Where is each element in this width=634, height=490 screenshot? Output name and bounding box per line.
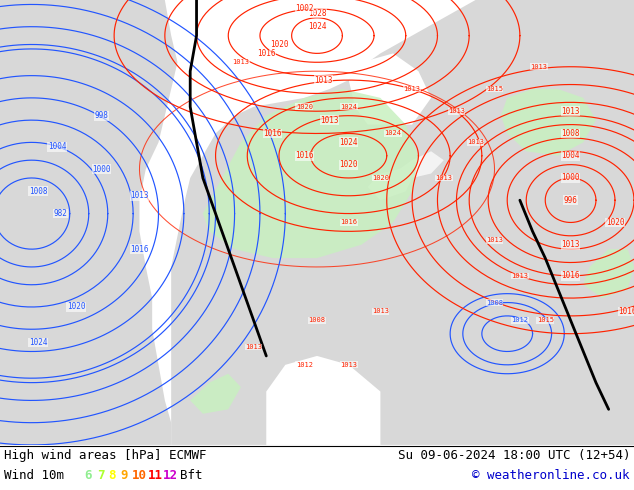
Polygon shape bbox=[171, 0, 634, 445]
Polygon shape bbox=[399, 151, 444, 178]
Text: 1016: 1016 bbox=[340, 220, 357, 225]
Text: 1004: 1004 bbox=[48, 142, 67, 151]
Polygon shape bbox=[190, 374, 241, 414]
Text: © weatheronline.co.uk: © weatheronline.co.uk bbox=[472, 469, 630, 483]
Text: 10: 10 bbox=[132, 469, 147, 483]
Text: 12: 12 bbox=[163, 469, 178, 483]
Text: 1024: 1024 bbox=[29, 338, 48, 347]
Text: 7: 7 bbox=[97, 469, 105, 483]
Text: 1004: 1004 bbox=[561, 151, 580, 160]
Polygon shape bbox=[349, 53, 431, 124]
Text: 1013: 1013 bbox=[486, 237, 503, 243]
Text: 1016: 1016 bbox=[263, 129, 282, 138]
Text: 1020: 1020 bbox=[269, 40, 288, 49]
Text: 1008: 1008 bbox=[486, 299, 503, 306]
Text: 1024: 1024 bbox=[385, 130, 401, 137]
Polygon shape bbox=[368, 169, 412, 200]
Text: 1013: 1013 bbox=[448, 108, 465, 114]
Text: 1013: 1013 bbox=[320, 116, 339, 124]
Text: 1020: 1020 bbox=[372, 175, 389, 181]
Text: 1016: 1016 bbox=[618, 307, 634, 316]
Text: 6: 6 bbox=[84, 469, 91, 483]
Text: Su 09-06-2024 18:00 UTC (12+54): Su 09-06-2024 18:00 UTC (12+54) bbox=[398, 449, 630, 463]
Text: 1002: 1002 bbox=[295, 4, 314, 13]
Text: 1012: 1012 bbox=[512, 318, 528, 323]
Polygon shape bbox=[501, 89, 596, 156]
Text: Bft: Bft bbox=[180, 469, 202, 483]
Text: 1016: 1016 bbox=[295, 151, 314, 160]
Text: 1024: 1024 bbox=[340, 104, 357, 110]
Text: 1013: 1013 bbox=[340, 362, 357, 368]
Text: Wind 10m: Wind 10m bbox=[4, 469, 64, 483]
Text: 1015: 1015 bbox=[486, 86, 503, 92]
Text: 1008: 1008 bbox=[309, 318, 325, 323]
Text: 1020: 1020 bbox=[67, 302, 86, 312]
Text: 1013: 1013 bbox=[245, 344, 262, 350]
Text: 11: 11 bbox=[148, 469, 163, 483]
Text: 1013: 1013 bbox=[467, 139, 484, 146]
Text: 1024: 1024 bbox=[307, 22, 327, 31]
Text: 982: 982 bbox=[53, 209, 67, 218]
Polygon shape bbox=[266, 356, 380, 445]
Text: 1020: 1020 bbox=[339, 160, 358, 169]
Text: High wind areas [hPa] ECMWF: High wind areas [hPa] ECMWF bbox=[4, 449, 207, 463]
Text: 1020: 1020 bbox=[605, 218, 624, 227]
Text: 1000: 1000 bbox=[92, 165, 111, 173]
Text: 1013: 1013 bbox=[561, 240, 580, 249]
Text: 996: 996 bbox=[564, 196, 578, 205]
Text: 1008: 1008 bbox=[29, 187, 48, 196]
Text: 1015: 1015 bbox=[537, 318, 553, 323]
Text: 1013: 1013 bbox=[404, 86, 420, 92]
Text: 1028: 1028 bbox=[307, 9, 327, 18]
Text: 1013: 1013 bbox=[233, 59, 249, 65]
Text: 1013: 1013 bbox=[512, 273, 528, 279]
Text: 1020: 1020 bbox=[296, 104, 313, 110]
Text: 1008: 1008 bbox=[561, 129, 580, 138]
Text: 998: 998 bbox=[94, 111, 108, 120]
Text: 1013: 1013 bbox=[314, 75, 333, 85]
Text: 1013: 1013 bbox=[436, 175, 452, 181]
Polygon shape bbox=[0, 0, 178, 445]
Text: 1000: 1000 bbox=[561, 173, 580, 182]
Polygon shape bbox=[203, 89, 418, 258]
Text: 1016: 1016 bbox=[257, 49, 276, 58]
Text: 1016: 1016 bbox=[561, 271, 580, 280]
Text: 1013: 1013 bbox=[561, 107, 580, 116]
Text: 1012: 1012 bbox=[296, 362, 313, 368]
Polygon shape bbox=[583, 249, 634, 298]
Text: 1024: 1024 bbox=[339, 138, 358, 147]
Text: 1013: 1013 bbox=[130, 191, 149, 200]
Text: 1016: 1016 bbox=[130, 245, 149, 254]
Text: 9: 9 bbox=[120, 469, 127, 483]
Text: 8: 8 bbox=[108, 469, 115, 483]
Text: 1013: 1013 bbox=[372, 308, 389, 315]
Text: 1013: 1013 bbox=[531, 64, 547, 70]
